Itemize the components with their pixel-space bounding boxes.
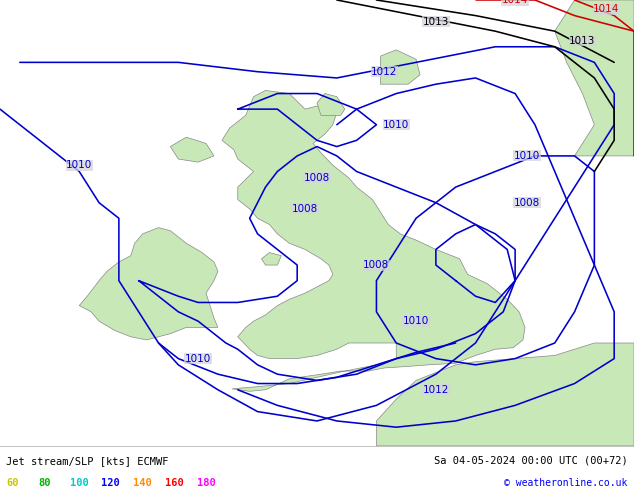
Text: Sa 04-05-2024 00:00 UTC (00+72): Sa 04-05-2024 00:00 UTC (00+72) (434, 456, 628, 466)
Text: 1008: 1008 (363, 260, 389, 270)
Text: 1010: 1010 (66, 160, 93, 170)
Polygon shape (317, 94, 345, 115)
Text: 1012: 1012 (423, 385, 449, 395)
Text: 140: 140 (133, 478, 152, 488)
Text: 1010: 1010 (383, 120, 410, 130)
Polygon shape (555, 0, 634, 156)
Text: 1008: 1008 (292, 204, 318, 214)
Text: 1013: 1013 (423, 17, 449, 27)
Text: 1008: 1008 (514, 197, 540, 208)
Text: 180: 180 (197, 478, 216, 488)
Text: 1010: 1010 (185, 354, 211, 364)
Text: 160: 160 (165, 478, 184, 488)
Text: 60: 60 (6, 478, 19, 488)
Text: 100: 100 (70, 478, 89, 488)
Text: 120: 120 (101, 478, 120, 488)
Polygon shape (380, 50, 420, 84)
Polygon shape (79, 228, 218, 340)
Text: 1008: 1008 (304, 173, 330, 183)
Text: 1012: 1012 (371, 67, 398, 77)
Text: © weatheronline.co.uk: © weatheronline.co.uk (504, 478, 628, 488)
Text: 1013: 1013 (569, 36, 596, 46)
Text: 80: 80 (38, 478, 51, 488)
Text: 1014: 1014 (593, 4, 619, 14)
Text: 1010: 1010 (514, 151, 540, 161)
Text: Jet stream/SLP [kts] ECMWF: Jet stream/SLP [kts] ECMWF (6, 456, 169, 466)
Text: 1014: 1014 (502, 0, 528, 5)
Polygon shape (171, 137, 214, 162)
Polygon shape (222, 91, 525, 392)
Polygon shape (377, 343, 634, 446)
Polygon shape (261, 252, 281, 265)
Text: 1010: 1010 (403, 316, 429, 326)
